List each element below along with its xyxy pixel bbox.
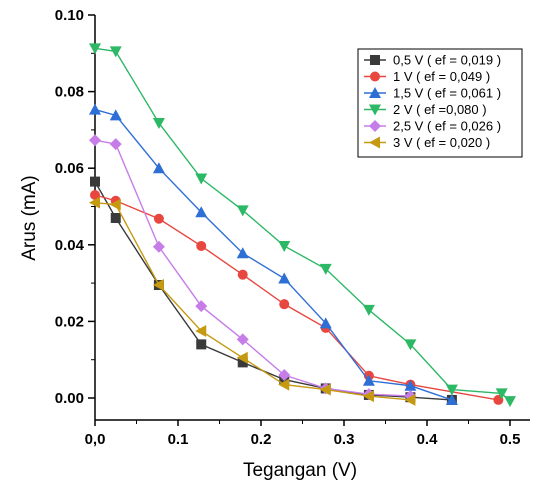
- x-tick-label: 0.3: [334, 431, 355, 448]
- data-point: [196, 240, 207, 251]
- series-line: [94, 194, 499, 401]
- data-point: [319, 317, 332, 329]
- series-line: [94, 139, 411, 397]
- y-axis-title: Arus (mA): [19, 175, 40, 261]
- series-3: [89, 103, 458, 405]
- data-point: [278, 272, 291, 284]
- series-1: [90, 176, 457, 405]
- y-tick-label: 0.06: [55, 160, 84, 177]
- data-point: [362, 374, 375, 386]
- data-point: [89, 43, 101, 55]
- data-point: [279, 299, 290, 310]
- data-point: [152, 279, 164, 292]
- data-point: [89, 196, 100, 209]
- data-point: [237, 357, 248, 368]
- x-tick-label: 0,0: [85, 431, 106, 448]
- legend-label: 3 V ( ef = 0,020 ): [393, 135, 490, 150]
- legend-box: [357, 48, 523, 158]
- data-point: [236, 205, 249, 217]
- data-point: [90, 176, 100, 187]
- data-point: [237, 269, 248, 280]
- data-point: [495, 388, 508, 400]
- data-point: [278, 369, 291, 382]
- data-point: [195, 206, 208, 218]
- data-point: [90, 190, 100, 201]
- data-point: [196, 339, 207, 350]
- series-line: [94, 47, 511, 402]
- data-point: [152, 162, 165, 174]
- series-line: [94, 108, 453, 401]
- series-5: [89, 134, 417, 403]
- data-point: [195, 324, 207, 337]
- y-tick-label: 0.10: [55, 7, 84, 24]
- legend-label: 2,5 V ( ef = 0,026 ): [393, 119, 501, 134]
- x-axis-title: Tegangan (V): [243, 460, 357, 481]
- data-point: [110, 212, 121, 223]
- data-point: [152, 118, 165, 130]
- data-point: [109, 46, 122, 58]
- data-point: [362, 304, 375, 316]
- legend-marker: [370, 55, 380, 65]
- data-point: [109, 109, 122, 121]
- data-point: [89, 103, 101, 115]
- data-point: [278, 378, 290, 391]
- legend-label: 0,5 V ( ef = 0,019 ): [393, 53, 501, 68]
- y-tick-label: 0.08: [55, 84, 84, 101]
- y-tick-label: 0.00: [55, 390, 84, 407]
- data-point: [445, 393, 458, 405]
- data-point: [404, 379, 417, 391]
- data-point: [236, 247, 249, 259]
- data-point: [109, 138, 122, 151]
- data-point: [278, 240, 291, 252]
- data-point: [236, 333, 249, 346]
- data-point: [195, 173, 208, 185]
- legend-label: 1,5 V ( ef = 0,061 ): [393, 86, 501, 101]
- legend-marker: [369, 87, 381, 98]
- legend-marker: [370, 71, 380, 82]
- data-point: [195, 300, 208, 313]
- data-point: [504, 396, 516, 408]
- x-tick-label: 0.2: [251, 431, 272, 448]
- series-4: [89, 43, 516, 408]
- data-point: [89, 134, 101, 147]
- x-tick-label: 0.1: [168, 431, 189, 448]
- legend-marker: [369, 104, 381, 116]
- data-point: [152, 240, 165, 253]
- data-point: [319, 263, 332, 275]
- data-point: [404, 339, 417, 351]
- data-point: [153, 213, 164, 224]
- y-ticks: 0.00 0.02 0.04 0.06 0.08 0.10: [55, 7, 95, 407]
- data-point: [362, 390, 374, 403]
- axes: [94, 15, 530, 421]
- legend: 0,5 V ( ef = 0,019 )1 V ( ef = 0,049 ) 1,…: [357, 48, 523, 158]
- data-point: [109, 198, 121, 211]
- x-tick-label: 0.5: [500, 431, 521, 448]
- y-tick-label: 0.02: [55, 313, 84, 330]
- series-2: [90, 190, 504, 405]
- legend-marker: [369, 136, 380, 149]
- data-point: [404, 393, 416, 406]
- data-point: [319, 383, 331, 396]
- legend-label: 1 V ( ef = 0,049 ): [393, 69, 490, 84]
- data-point: [445, 384, 458, 396]
- x-ticks: 0,0 0.1 0.2 0.3 0.4 0.5: [85, 420, 521, 448]
- series-6: [89, 196, 416, 406]
- legend-label: 2 V ( ef =0,080 ): [393, 102, 487, 117]
- plot-area: [89, 43, 516, 408]
- legend-marker: [369, 120, 381, 132]
- data-point: [236, 351, 248, 364]
- x-tick-label: 0.4: [417, 431, 439, 448]
- y-tick-label: 0.04: [55, 237, 85, 254]
